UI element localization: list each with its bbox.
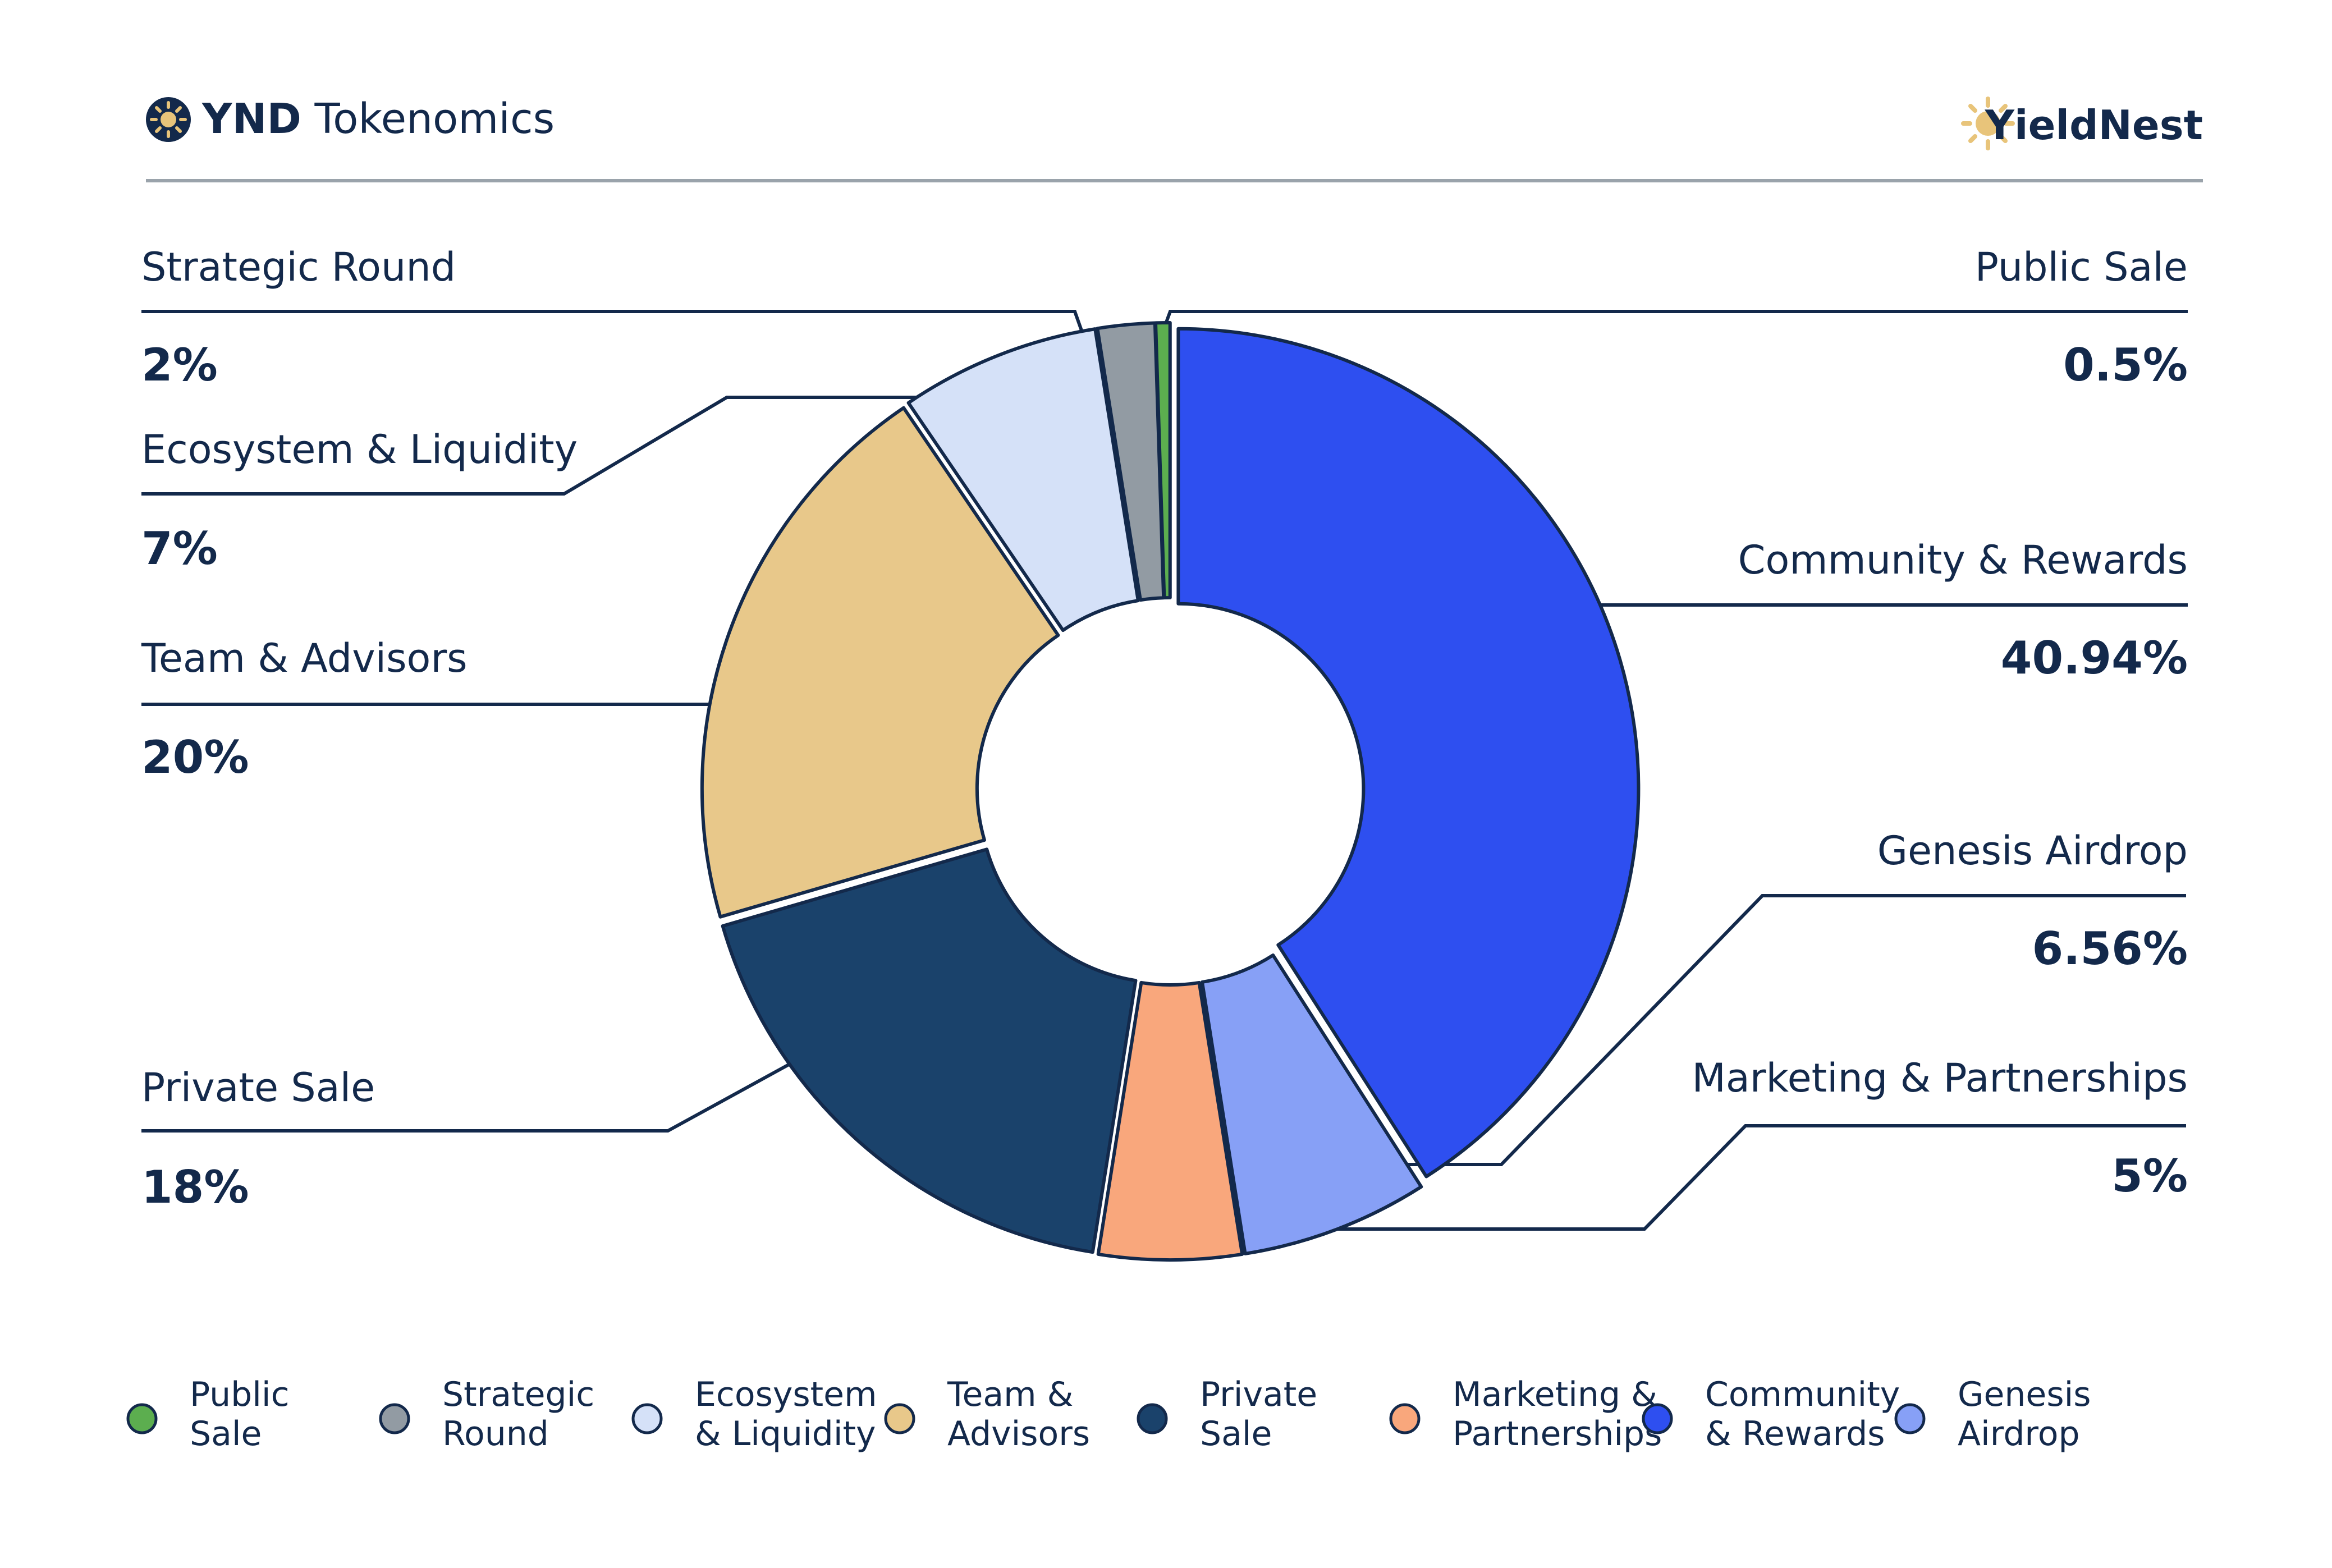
callout-label-community-rewards: Community & Rewards	[1738, 537, 2188, 583]
leader-line-genesis-airdrop	[1403, 894, 2186, 1166]
legend: Public Sale Strategic Round Ecosystem & Liqui…	[126, 1375, 2091, 1454]
legend-item-public-sale: Public Sale	[126, 1375, 290, 1454]
callout-value-genesis-airdrop: 6.56%	[2032, 923, 2188, 975]
legend-swatch	[1642, 1403, 1673, 1434]
callout-label-team-advisors: Team & Advisors	[141, 635, 468, 681]
callout-label-private-sale: Private Sale	[141, 1065, 375, 1111]
callout-label-public-sale: Public Sale	[1975, 244, 2188, 290]
legend-label: Community & Rewards	[1705, 1375, 1900, 1454]
callout-value-public-sale: 0.5%	[2063, 339, 2188, 391]
legend-swatch	[379, 1403, 410, 1434]
legend-item-private-sale: Private Sale	[1137, 1375, 1317, 1454]
ynd-logo-icon	[146, 97, 191, 142]
leader-lines	[141, 310, 2188, 1231]
legend-item-genesis-airdrop: Genesis Airdrop	[1894, 1375, 2091, 1454]
callout-value-strategic-round: 2%	[141, 339, 218, 391]
legend-swatch	[631, 1403, 663, 1434]
leader-line-strategic-round	[141, 310, 1089, 349]
legend-label: Public Sale	[190, 1375, 290, 1454]
callout-label-strategic-round: Strategic Round	[141, 244, 456, 290]
legend-label: Marketing & Partnerships	[1453, 1375, 1662, 1454]
callout-value-ecosystem-liquidity: 7%	[141, 522, 218, 575]
brand-name: YieldNest	[1985, 102, 2203, 149]
legend-item-team-advisors: Team & Advisors	[884, 1375, 1090, 1454]
slice-private-sale	[721, 847, 1138, 1254]
legend-label: Genesis Airdrop	[1958, 1375, 2091, 1454]
legend-swatch	[884, 1403, 915, 1434]
donut-chart	[700, 321, 1641, 1262]
legend-item-strategic-round: Strategic Round	[379, 1375, 594, 1454]
callout-label-marketing-partnerships: Marketing & Partnerships	[1692, 1055, 2188, 1101]
slice-community-rewards	[1176, 327, 1641, 1179]
legend-label: Team & Advisors	[947, 1375, 1090, 1454]
leader-line-public-sale	[1156, 310, 2188, 346]
leader-line-ecosystem-liquidity	[141, 396, 965, 496]
slice-genesis-airdrop	[1200, 953, 1423, 1255]
page-title-bold: YND	[201, 95, 301, 143]
slice-team-advisors	[700, 406, 1060, 919]
slice-ecosystem-liquidity	[906, 327, 1140, 632]
legend-swatch	[1389, 1403, 1421, 1434]
slice-strategic-round	[1096, 321, 1166, 602]
leader-line-private-sale	[141, 1052, 809, 1133]
leader-line-marketing-partnerships	[1243, 1124, 2186, 1231]
legend-swatch	[1894, 1403, 1926, 1434]
legend-item-ecosystem-liquidity: Ecosystem & Liquidity	[631, 1375, 877, 1454]
callout-value-private-sale: 18%	[141, 1161, 249, 1213]
yieldnest-logo-icon	[1961, 97, 2015, 150]
callout-value-community-rewards: 40.94%	[2001, 632, 2188, 684]
callout-label-ecosystem-liquidity: Ecosystem & Liquidity	[141, 427, 578, 473]
legend-item-community-rewards: Community & Rewards	[1642, 1375, 1900, 1454]
legend-label: Strategic Round	[442, 1375, 594, 1454]
callout-label-genesis-airdrop: Genesis Airdrop	[1877, 828, 2188, 874]
legend-label: Private Sale	[1200, 1375, 1317, 1454]
legend-item-marketing-partnerships: Marketing & Partnerships	[1389, 1375, 1662, 1454]
callout-value-team-advisors: 20%	[141, 731, 249, 783]
legend-label: Ecosystem & Liquidity	[695, 1375, 877, 1454]
page-title-rest: Tokenomics	[301, 95, 555, 143]
page-title: YND Tokenomics	[201, 95, 555, 143]
callout-value-marketing-partnerships: 5%	[2111, 1150, 2188, 1202]
callouts: Strategic Round 2% Ecosystem & Liquidity…	[141, 244, 2188, 1213]
legend-swatch	[126, 1403, 158, 1434]
header: YND Tokenomics YieldNest	[146, 95, 2203, 182]
slice-marketing-partnerships	[1096, 980, 1244, 1262]
legend-swatch	[1137, 1403, 1168, 1434]
